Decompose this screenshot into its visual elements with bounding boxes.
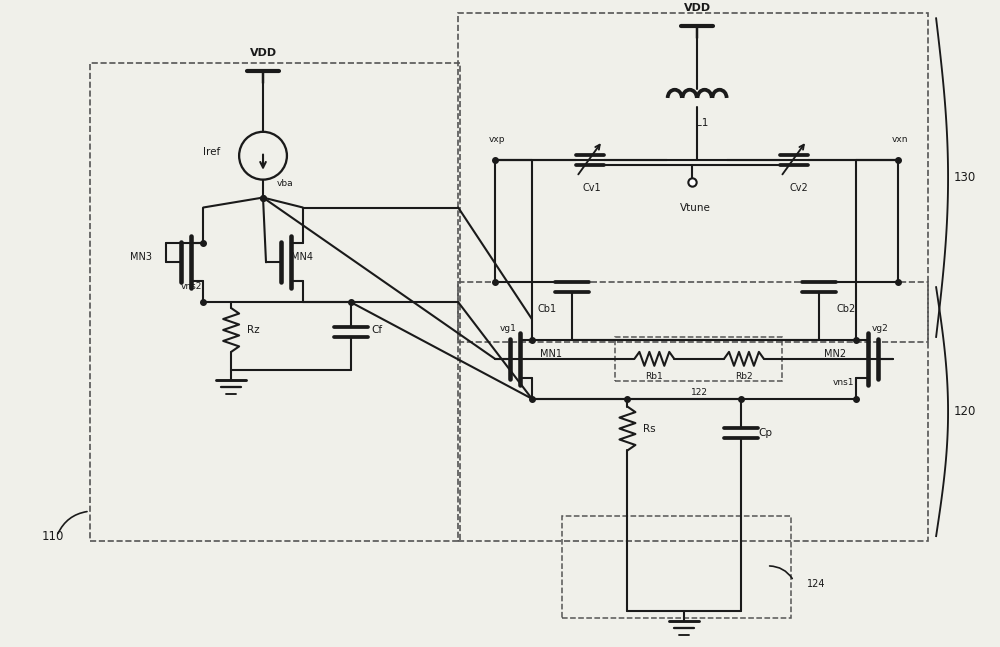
Text: 122: 122 (691, 388, 708, 397)
Text: Vtune: Vtune (680, 203, 711, 212)
Bar (458, 282, 928, 541)
Text: VDD: VDD (249, 48, 277, 58)
Text: VDD: VDD (684, 3, 711, 14)
Text: vg2: vg2 (872, 325, 889, 333)
Text: Iref: Iref (203, 147, 220, 157)
Text: MN3: MN3 (130, 252, 152, 262)
Text: L1: L1 (696, 118, 708, 128)
Text: vns2: vns2 (181, 281, 202, 291)
Text: Cb1: Cb1 (537, 304, 556, 314)
Text: Cp: Cp (759, 428, 773, 437)
Text: vns1: vns1 (833, 378, 854, 388)
Text: 124: 124 (807, 579, 825, 589)
Bar (562, 516, 791, 618)
Bar (90, 63, 460, 541)
Text: Rb1: Rb1 (645, 372, 663, 381)
Text: Cb2: Cb2 (837, 304, 856, 314)
Text: 110: 110 (42, 530, 64, 543)
Text: MN4: MN4 (291, 252, 313, 262)
Text: Cv2: Cv2 (789, 182, 808, 193)
Text: 120: 120 (954, 405, 976, 418)
Text: MN1: MN1 (540, 349, 562, 359)
Text: Cf: Cf (371, 325, 382, 335)
Text: Rz: Rz (247, 325, 259, 335)
Text: vxn: vxn (892, 135, 909, 144)
Text: Rs: Rs (643, 424, 656, 433)
Text: vg1: vg1 (500, 325, 516, 333)
Text: vba: vba (277, 179, 293, 188)
Text: 130: 130 (954, 171, 976, 184)
Bar (615, 337, 782, 380)
Bar (458, 14, 928, 342)
Text: Rb2: Rb2 (735, 372, 753, 381)
Text: MN2: MN2 (824, 349, 846, 359)
Text: Cv1: Cv1 (582, 182, 601, 193)
Text: vxp: vxp (489, 135, 505, 144)
